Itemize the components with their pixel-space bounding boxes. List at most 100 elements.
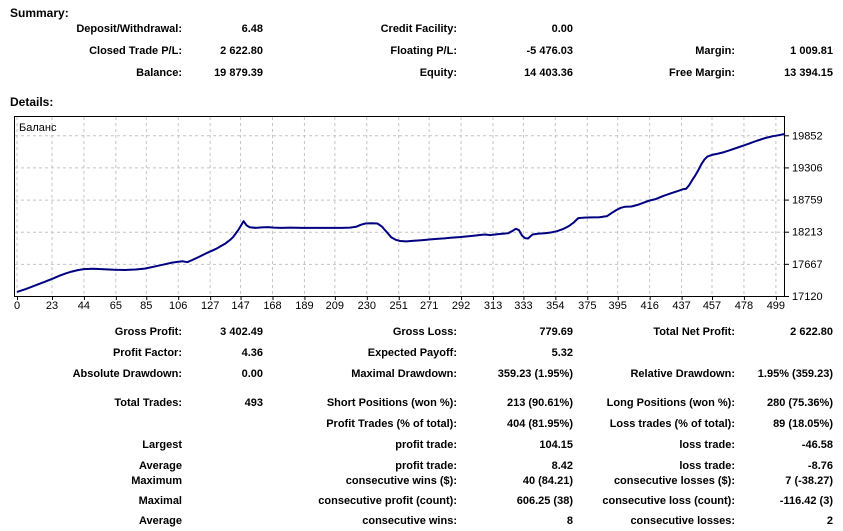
stat-value: 280 (75.36%) <box>766 397 833 409</box>
svg-text:395: 395 <box>609 300 627 312</box>
stat-value: 89 (18.05%) <box>773 418 833 430</box>
svg-text:313: 313 <box>484 300 502 312</box>
svg-text:17667: 17667 <box>792 259 823 271</box>
balance-chart-svg: 0 23 44 65 85 106 127 147 168 189 209 230 251 271 292 3… <box>14 116 823 312</box>
svg-text:230: 230 <box>358 300 376 312</box>
svg-text:106: 106 <box>169 300 187 312</box>
summary-heading: Summary: <box>10 6 69 20</box>
stat-value <box>182 471 263 491</box>
svg-text:251: 251 <box>390 300 408 312</box>
stat-label: consecutive profit (count): <box>318 495 457 507</box>
stat-value: -116.42 (3) <box>779 495 833 507</box>
summary-label: Floating P/L: <box>390 45 457 57</box>
stat-value <box>182 435 263 455</box>
stat-value: 40 (84.21) <box>522 475 573 487</box>
axis-ticks <box>17 135 789 300</box>
stat-label: Expected Payoff: <box>367 347 457 359</box>
svg-text:19306: 19306 <box>792 162 823 174</box>
stat-label: consecutive wins ($): <box>345 475 457 487</box>
stat-label: consecutive loss (count): <box>602 495 735 507</box>
stat-value: 8.42 <box>551 460 573 472</box>
stat-value <box>182 491 263 511</box>
summary-value: 13 394.15 <box>784 67 833 79</box>
summary-label: Free Margin: <box>668 67 735 79</box>
stat-label: Average <box>138 460 182 472</box>
summary-value <box>735 19 833 39</box>
stat-value <box>735 343 833 363</box>
stat-value: 7 (-38.27) <box>785 475 833 487</box>
stat-row: Profit Factor: 4.36 Expected Payoff: 5.32 <box>0 343 833 363</box>
stat-label: Long Positions (won %): <box>606 397 735 409</box>
svg-text:127: 127 <box>201 300 219 312</box>
stat-value: 0.00 <box>241 368 263 380</box>
stat-label: consecutive losses ($): <box>613 475 735 487</box>
svg-text:65: 65 <box>110 300 122 312</box>
chart-title: Баланс <box>19 122 57 134</box>
stat-label: Total Trades: <box>114 397 182 409</box>
stat-label: Absolute Drawdown: <box>72 368 182 380</box>
svg-text:209: 209 <box>326 300 344 312</box>
balance-line <box>16 132 786 293</box>
summary-value: 14 403.36 <box>524 67 573 79</box>
summary-value: 19 879.39 <box>214 67 263 79</box>
details-heading: Details: <box>10 95 54 109</box>
summary-label: Credit Facility: <box>380 23 457 35</box>
svg-text:85: 85 <box>140 300 152 312</box>
stat-label: consecutive wins: <box>362 515 457 527</box>
stat-label: Loss trades (% of total): <box>609 418 735 430</box>
stat-row: Largest profit trade: 104.15 loss trade: -46… <box>0 435 833 455</box>
svg-text:168: 168 <box>263 300 281 312</box>
svg-text:271: 271 <box>420 300 438 312</box>
stat-value: 213 (90.61%) <box>506 397 573 409</box>
stat-value: 779.69 <box>539 326 573 338</box>
svg-text:437: 437 <box>672 300 690 312</box>
stat-label: Gross Profit: <box>114 326 182 338</box>
stat-label: Maximal Drawdown: <box>351 368 457 380</box>
stat-value: -46.58 <box>801 439 833 451</box>
stat-value: 3 402.49 <box>220 326 263 338</box>
stat-value: 2 622.80 <box>790 326 833 338</box>
stat-label: Profit Factor: <box>112 347 182 359</box>
svg-text:17120: 17120 <box>792 291 823 303</box>
summary-row: Closed Trade P/L: 2 622.80 Floating P/L: -5… <box>0 41 833 61</box>
plot-border <box>14 116 785 297</box>
summary-value: -5 476.03 <box>526 45 573 57</box>
svg-text:375: 375 <box>578 300 596 312</box>
balance-chart: 0 23 44 65 85 106 127 147 168 189 209 230 251 271 292 3… <box>14 116 843 316</box>
stat-value <box>182 414 263 434</box>
svg-text:189: 189 <box>295 300 313 312</box>
y-axis-labels: 17120 17667 18213 18759 19306 19852 <box>792 130 823 303</box>
summary-label: Margin: <box>695 45 735 57</box>
stat-value: 4.36 <box>241 347 263 359</box>
stat-label: Profit Trades (% of total): <box>326 418 457 430</box>
stat-label: Average <box>138 515 182 527</box>
stat-row: Absolute Drawdown: 0.00 Maximal Drawdown: 3… <box>0 364 833 384</box>
stat-label: Short Positions (won %): <box>326 397 457 409</box>
svg-text:478: 478 <box>735 300 753 312</box>
stat-label <box>573 343 735 363</box>
stat-value: 104.15 <box>539 439 573 451</box>
stat-label: Gross Loss: <box>392 326 457 338</box>
stat-value: 606.25 (38) <box>516 495 573 507</box>
svg-text:19852: 19852 <box>792 130 823 142</box>
summary-row: Balance: 19 879.39 Equity: 14 403.36 Free Ma… <box>0 63 833 83</box>
stat-label: Maximum <box>131 475 182 487</box>
stat-label: Maximal <box>138 495 182 507</box>
svg-text:416: 416 <box>640 300 658 312</box>
stat-label: loss trade: <box>679 439 735 451</box>
summary-value: 2 622.80 <box>220 45 263 57</box>
stat-value: 2 <box>826 515 833 527</box>
summary-value: 0.00 <box>551 23 573 35</box>
summary-label <box>573 19 735 39</box>
summary-row: Deposit/Withdrawal: 6.48 Credit Facility: 0… <box>0 19 833 39</box>
stat-row: Maximal consecutive profit (count): 606.25… <box>0 491 833 511</box>
stat-label <box>0 414 182 434</box>
stat-label: loss trade: <box>679 460 735 472</box>
stat-row: Maximum consecutive wins ($): 40 (84.21) co… <box>0 471 833 491</box>
svg-text:147: 147 <box>231 300 249 312</box>
svg-text:354: 354 <box>546 300 564 312</box>
svg-text:292: 292 <box>452 300 470 312</box>
stat-label: Largest <box>142 439 182 451</box>
stat-row: Total Trades: 493 Short Positions (won %):… <box>0 393 833 413</box>
